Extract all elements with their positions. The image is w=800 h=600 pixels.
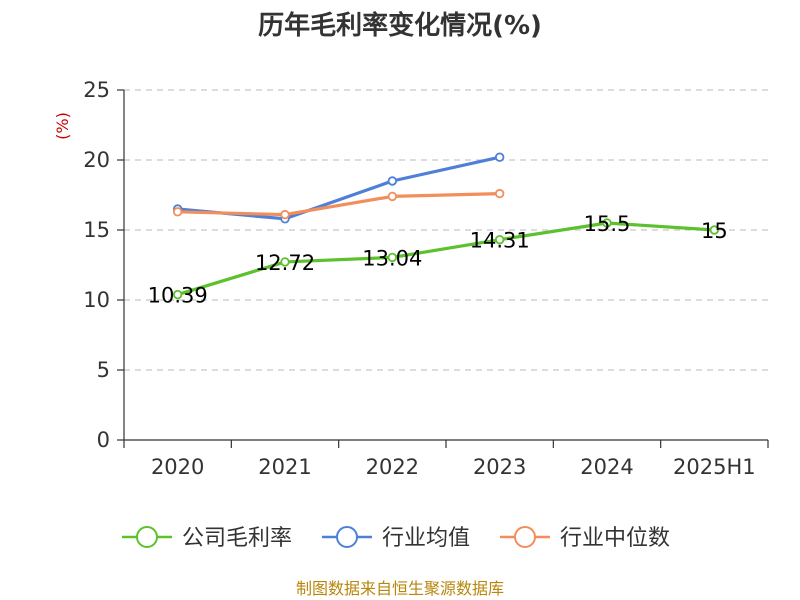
data-point bbox=[494, 152, 505, 162]
series-line bbox=[177, 155, 501, 221]
y-tick-label: 10 bbox=[83, 288, 110, 312]
y-tick-label: 0 bbox=[97, 428, 110, 452]
data-point bbox=[387, 176, 398, 186]
data-label: 13.04 bbox=[362, 246, 422, 270]
data-point bbox=[387, 252, 398, 263]
legend-label: 行业均值 bbox=[382, 526, 470, 551]
y-tick-label: 5 bbox=[97, 358, 110, 382]
data-label: 10.39 bbox=[148, 284, 208, 308]
x-tick-label: 2025H1 bbox=[673, 455, 756, 479]
data-label: 12.72 bbox=[255, 251, 315, 275]
y-axis-unit: (%) bbox=[53, 112, 72, 140]
legend-item: 行业均值 bbox=[322, 526, 470, 551]
data-point bbox=[709, 225, 720, 235]
series-line bbox=[177, 221, 715, 297]
grid bbox=[124, 89, 768, 371]
legend-item: 公司毛利率 bbox=[122, 526, 292, 551]
y-tick-label: 25 bbox=[83, 78, 110, 102]
series-line bbox=[177, 192, 500, 217]
data-point bbox=[494, 188, 505, 199]
x-tick-label: 2022 bbox=[366, 455, 419, 479]
legend-label: 公司毛利率 bbox=[182, 526, 292, 551]
data-point bbox=[494, 234, 505, 245]
data-point bbox=[602, 218, 612, 228]
data-label: 15.5 bbox=[584, 212, 631, 236]
y-tick-label: 15 bbox=[83, 218, 110, 242]
legend-marker bbox=[336, 526, 358, 548]
data-label: 15 bbox=[701, 219, 728, 243]
axes: 0 5 10 15 20 25 2020 2021 2022 2023 2024 2025H1 bbox=[83, 78, 769, 479]
data-point bbox=[172, 289, 183, 300]
data-point bbox=[280, 209, 290, 220]
x-tick-label: 2024 bbox=[580, 455, 633, 479]
data-label: 14.31 bbox=[470, 229, 530, 253]
chart-title: 历年毛利率变化情况(%) bbox=[258, 10, 542, 41]
series-0 bbox=[172, 218, 720, 300]
data-point bbox=[172, 207, 183, 217]
data-point bbox=[280, 257, 290, 267]
x-tick-label: 2023 bbox=[473, 455, 526, 479]
legend-marker bbox=[514, 526, 536, 548]
series-2 bbox=[172, 188, 505, 220]
legend-item: 行业中位数 bbox=[500, 526, 670, 551]
legend-label: 行业中位数 bbox=[560, 526, 670, 551]
series-layer bbox=[172, 152, 720, 300]
x-tick-label: 2021 bbox=[258, 455, 311, 479]
legend: 公司毛利率 行业均值 行业中位数 bbox=[122, 526, 670, 551]
legend-marker bbox=[136, 526, 158, 548]
x-tick-label: 2020 bbox=[151, 455, 204, 479]
data-labels: 10.39 12.72 13.04 14.31 15.5 15 bbox=[148, 212, 728, 308]
data-point bbox=[387, 191, 398, 202]
y-tick-label: 20 bbox=[83, 148, 110, 172]
source-note: 制图数据来自恒生聚源数据库 bbox=[296, 579, 504, 598]
